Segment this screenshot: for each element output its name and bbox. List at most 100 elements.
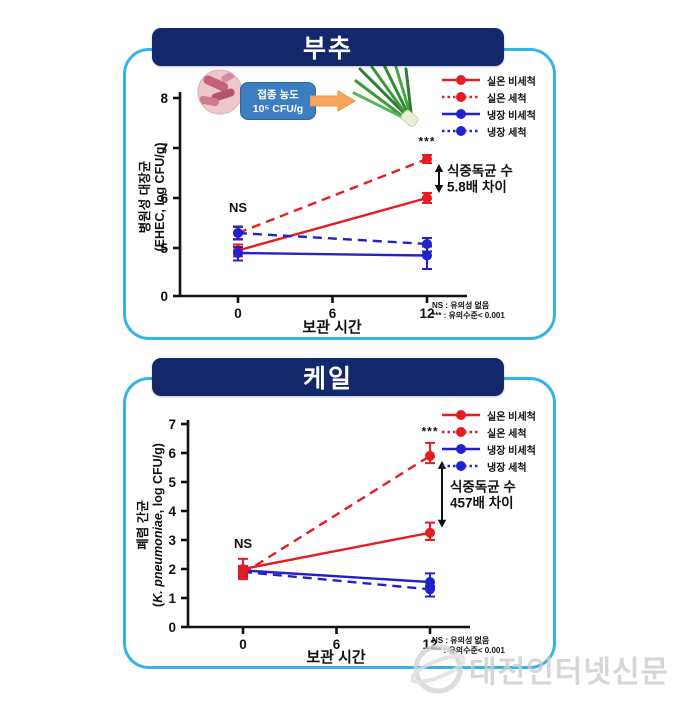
y-tick-label: 6: [168, 446, 176, 461]
x-axis-label: 보관 시간: [306, 649, 366, 666]
inoculum-line1: 접종 농도: [257, 89, 299, 101]
data-point: [425, 584, 435, 595]
legend-item: 실온 세척: [441, 425, 536, 440]
x-tick-label: 12: [419, 306, 434, 321]
legend-label: 실온 세척: [487, 428, 527, 440]
y-axis-label-line1: 폐렴 간균: [135, 500, 150, 550]
y-axis-label-line1: 병원성 대장균: [137, 160, 152, 233]
legend-marker-red-dashed: [442, 427, 480, 437]
diff-annotation-line2: 5.8배 차이: [447, 179, 507, 195]
chart1-plot: 0 5 6 7 8 0 6 12 보관 시간 병원성 대장균 (EHEC, log CFU/g) NS…: [137, 91, 513, 336]
footnote-ns: NS : 유의성 없음: [432, 636, 490, 645]
legend-item: 실온 세척: [441, 90, 536, 105]
legend: 실온 비세척 실온 세척 냉장 비세척 냉장 세척: [441, 73, 536, 139]
diff-annotation-line1: 식중독균 수: [450, 479, 516, 494]
y-tick-label: 1: [168, 591, 176, 606]
chart2-title-bar: 케일: [152, 358, 504, 396]
data-point: [233, 248, 243, 258]
x-tick-label: 0: [234, 306, 242, 321]
bacteria-photo: [197, 69, 243, 120]
diff-arrow-head-bottom: [434, 185, 444, 193]
chart2-panel: 실온 비세척 실온 세척 냉장 비세척 냉장 세척 0 1 2 3 4 5 6 7 0 6 12 보관…: [123, 377, 556, 669]
legend-marker-blue-dashed: [442, 126, 480, 136]
y-tick-label: 2: [168, 562, 176, 577]
y-tick-label: 5: [168, 475, 176, 490]
legend: 실온 비세척 실온 세척 냉장 비세척 냉장 세척: [441, 408, 536, 474]
diff-arrow-head-bottom: [437, 519, 447, 528]
x-tick-label: 6: [333, 637, 341, 652]
y-axis-label-line2: (EHEC, log CFU/g): [153, 142, 167, 251]
x-tick-label: 0: [239, 637, 247, 652]
legend-item: 실온 비세척: [441, 408, 536, 423]
series-line-2: [242, 569, 431, 584]
data-point: [425, 527, 435, 538]
chart1-panel: 접종 농도 10⁵ CFU/g: [123, 48, 556, 340]
series-line-1: [237, 157, 428, 235]
x-tick-label: 6: [329, 306, 337, 321]
diff-arrow-head-top: [434, 164, 444, 172]
arrow-right-icon: [309, 90, 356, 117]
footnote-ns: NS : 유의성 없음: [432, 301, 490, 310]
legend-marker-blue-solid: [442, 109, 480, 119]
legend-marker-blue-dashed: [442, 461, 480, 471]
legend-label: 실온 비세척: [487, 411, 536, 423]
significance-stars: ***: [421, 425, 438, 439]
legend-label: 냉장 세척: [487, 462, 527, 474]
legend-marker-blue-solid: [442, 444, 480, 454]
legend-marker-red-dashed: [442, 92, 480, 102]
chart2-footnote: NS : 유의성 없음 *** : 유의수준< 0.001: [432, 636, 505, 656]
significance-stars: ***: [418, 135, 435, 149]
inoculum-line2: 10⁵ CFU/g: [252, 103, 304, 115]
data-point: [425, 577, 435, 588]
series-line-3: [242, 570, 431, 591]
y-tick-label: 0: [160, 289, 168, 304]
ns-label: NS: [234, 536, 252, 551]
y-tick-label: 8: [160, 91, 168, 106]
series-line-2: [237, 251, 428, 257]
legend-label: 실온 세척: [487, 93, 527, 105]
chart1-title-bar: 부추: [152, 28, 504, 66]
data-point: [233, 228, 243, 238]
y-tick-label: 3: [168, 533, 176, 548]
footnote-significance: *** : 유의수준< 0.001: [432, 311, 505, 320]
y-tick-label: 5: [160, 241, 168, 256]
data-point: [238, 564, 248, 574]
diff-annotation-line2: 457배 차이: [450, 494, 514, 510]
chart1-title: 부추: [302, 35, 353, 63]
legend-marker-red-solid: [442, 410, 480, 420]
series-line-1: [242, 454, 431, 575]
legend-item: 냉장 비세척: [441, 107, 536, 122]
series-line-3: [237, 231, 428, 246]
series-line-0: [242, 531, 431, 571]
legend-marker-red-solid: [442, 75, 480, 85]
y-tick-label: 0: [168, 620, 176, 635]
data-point: [422, 250, 432, 261]
legend-item: 냉장 세척: [441, 124, 536, 139]
data-point: [422, 193, 432, 203]
y-tick-label: 6: [160, 191, 168, 206]
series-line-0: [237, 196, 428, 252]
data-point: [425, 450, 435, 461]
ns-label: NS: [229, 200, 247, 215]
legend-label: 냉장 세척: [487, 127, 527, 139]
legend-item: 냉장 비세척: [441, 442, 536, 457]
y-tick-label: 7: [160, 141, 168, 156]
legend-item: 실온 비세척: [441, 73, 536, 88]
legend-label: 냉장 비세척: [487, 445, 536, 457]
y-axis-label-line2: (K. pneumoniae, log CFU/g): [151, 443, 165, 607]
y-tick-label: 7: [168, 417, 176, 432]
chart1-footnote: NS : 유의성 없음 *** : 유의수준< 0.001: [432, 301, 505, 321]
chive-photo: [352, 63, 420, 132]
y-tick-label: 4: [168, 504, 176, 519]
data-point: [422, 154, 432, 164]
x-axis-label: 보관 시간: [302, 319, 362, 336]
legend-item: 냉장 세척: [441, 459, 536, 474]
data-point: [422, 239, 432, 249]
chart2-title: 케일: [302, 365, 353, 393]
legend-label: 실온 비세척: [487, 76, 536, 88]
inoculum-label-box: 접종 농도 10⁵ CFU/g: [240, 82, 316, 120]
footnote-significance: *** : 유의수준< 0.001: [432, 646, 505, 655]
legend-label: 냉장 비세척: [487, 110, 536, 122]
